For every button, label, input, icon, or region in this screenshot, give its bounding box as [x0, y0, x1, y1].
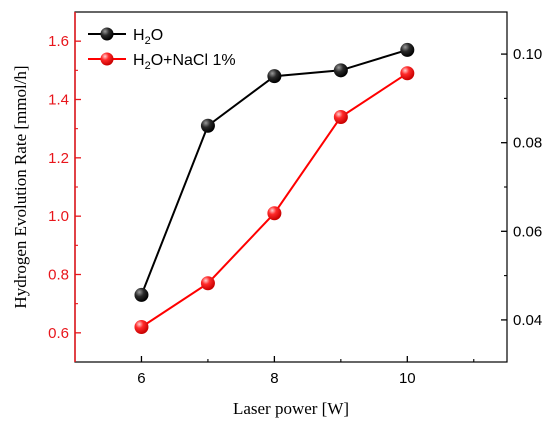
data-point [200, 276, 215, 291]
legend-entry-h2o-nacl: H2O+NaCl 1% [88, 52, 236, 72]
legend: H2O H2O+NaCl 1% [88, 27, 236, 72]
left-tick-label: 0.8 [48, 267, 69, 284]
y-axis-title: Hydrogen Evolution Rate [mmol/h] [11, 65, 30, 308]
x-tick-label: 8 [270, 370, 278, 387]
data-point [267, 69, 282, 84]
x-tick-label: 10 [399, 370, 416, 387]
legend-label-h2o-nacl: H2O+NaCl 1% [133, 52, 236, 72]
series-line-0 [140, 48, 408, 296]
data-point [134, 287, 149, 302]
left-axis-ticks: 0.6 0.8 1.0 1.2 1.4 1.6 [48, 33, 81, 342]
left-tick-label: 1.4 [48, 92, 69, 109]
left-tick-label: 1.2 [48, 150, 69, 167]
x-axis-ticks: 6 8 10 [137, 356, 475, 387]
series-layer [134, 42, 415, 334]
data-point [267, 206, 282, 221]
legend-entry-h2o: H2O [88, 27, 163, 47]
left-tick-label: 0.6 [48, 325, 69, 342]
legend-marker-h2o [100, 27, 114, 41]
series-line-1 [140, 72, 408, 328]
data-point [200, 118, 215, 133]
x-axis-title: Laser power [W] [233, 399, 349, 418]
x-tick-label: 6 [137, 370, 145, 387]
data-point [333, 63, 348, 78]
left-tick-label: 1.6 [48, 33, 69, 50]
right-tick-label: 0.06 [513, 223, 542, 240]
data-point [400, 66, 415, 81]
data-point [134, 320, 149, 334]
legend-label-h2o: H2O [133, 27, 163, 47]
right-tick-label: 0.10 [513, 46, 542, 63]
left-tick-label: 1.0 [48, 208, 69, 225]
right-tick-label: 0.08 [513, 135, 542, 152]
data-point [333, 110, 348, 124]
data-point [400, 42, 415, 57]
right-tick-label: 0.04 [513, 312, 542, 329]
right-axis-ticks: 0.04 0.06 0.08 0.10 [501, 46, 542, 329]
legend-marker-h2o-nacl [100, 52, 114, 66]
